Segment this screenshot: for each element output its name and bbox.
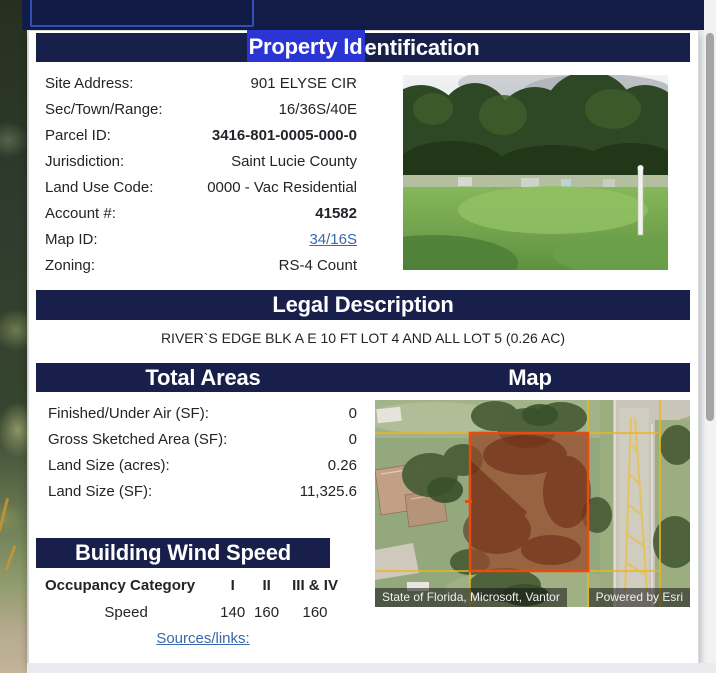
total-areas-fields: Finished/Under Air (SF): 0 Gross Sketche… <box>48 401 357 505</box>
field-value: 0000 - Vac Residential <box>207 179 357 196</box>
field-value: Saint Lucie County <box>231 153 357 170</box>
column-header: I <box>230 577 235 594</box>
header-text: Legal Description <box>272 292 454 317</box>
field-value: 901 ELYSE CIR <box>250 75 357 92</box>
map-title: Map <box>508 364 552 390</box>
total-areas-title: Total Areas <box>145 364 261 390</box>
site-photo <box>403 75 668 270</box>
field-row-land-size-acres: Land Size (acres): 0.26 <box>48 453 357 479</box>
field-label: Land Size (acres): <box>48 457 170 474</box>
field-label: Jurisdiction: <box>45 153 125 170</box>
background-aerial-strip <box>0 0 27 673</box>
field-row-parcel-id: Parcel ID: 3416-801-0005-000-0 <box>45 123 357 149</box>
field-row-map-id: Map ID: 34/16S <box>45 227 357 253</box>
occupancy-category-label: Occupancy Category <box>45 577 196 594</box>
field-value: 0 <box>348 431 357 448</box>
field-row-gross-sketched-area: Gross Sketched Area (SF): 0 <box>48 427 357 453</box>
total-areas-map-header: Total Areas Map <box>36 363 690 392</box>
field-label: Zoning: <box>45 257 96 274</box>
esri-attribution[interactable]: Powered by Esri <box>588 588 690 607</box>
field-label: Site Address: <box>45 75 134 92</box>
search-input[interactable] <box>30 0 254 27</box>
property-identification-fields: Site Address: 901 ELYSE CIR Sec/Town/Ran… <box>45 71 357 279</box>
field-label: Land Size (SF): <box>48 483 153 500</box>
scrollbar-thumb[interactable] <box>706 33 714 421</box>
selected-header-text: Property Id <box>246 29 365 62</box>
field-value: 0.26 <box>327 457 357 474</box>
map-id-link[interactable]: 34/16S <box>309 231 357 248</box>
speed-label: Speed <box>104 604 148 621</box>
field-label: Map ID: <box>45 231 98 248</box>
field-value: 0 <box>348 405 357 422</box>
building-wind-speed-header: Building Wind Speed <box>36 538 330 568</box>
page-background <box>27 663 716 673</box>
field-label: Land Use Code: <box>45 179 154 196</box>
column-header: III & IV <box>292 577 338 594</box>
field-row-zoning: Zoning: RS-4 Count <box>45 253 357 279</box>
wind-speed-table: Occupancy Category I II III & IV Speed 1… <box>36 572 346 626</box>
wind-speed-value-row: Speed 140 160 160 <box>36 599 346 626</box>
sources-links-link[interactable]: Sources/links: <box>156 630 250 647</box>
field-label: Sec/Town/Range: <box>45 101 163 118</box>
field-value: 16/36S/40E <box>278 101 357 118</box>
field-label: Finished/Under Air (SF): <box>48 405 209 422</box>
field-row-finished-under-air: Finished/Under Air (SF): 0 <box>48 401 357 427</box>
scrollbar-track[interactable] <box>704 0 716 673</box>
field-value: 41582 <box>315 205 357 222</box>
field-label: Account #: <box>45 205 116 222</box>
map-attribution: State of Florida, Microsoft, Vantor <box>375 588 567 607</box>
field-row-land-size-sf: Land Size (SF): 11,325.6 <box>48 479 357 505</box>
field-row-jurisdiction: Jurisdiction: Saint Lucie County <box>45 149 357 175</box>
field-label: Gross Sketched Area (SF): <box>48 431 228 448</box>
field-row-land-use-code: Land Use Code: 0000 - Vac Residential <box>45 175 357 201</box>
field-value: RS-4 Count <box>278 257 357 274</box>
header-text: entification <box>364 34 480 60</box>
top-navigation-bar <box>22 0 706 30</box>
legal-description-header: Legal Description <box>36 290 690 320</box>
field-value: 3416-801-0005-000-0 <box>211 127 357 144</box>
legal-description-text: RIVER`S EDGE BLK A E 10 FT LOT 4 AND ALL… <box>160 330 566 346</box>
speed-value: 160 <box>254 604 280 621</box>
column-header: II <box>262 577 271 594</box>
field-row-site-address: Site Address: 901 ELYSE CIR <box>45 71 357 97</box>
wind-speed-header-row: Occupancy Category I II III & IV <box>36 572 346 599</box>
field-row-account-number: Account #: 41582 <box>45 201 357 227</box>
property-identification-header: Property Id entification <box>36 29 690 62</box>
field-row-sec-town-range: Sec/Town/Range: 16/36S/40E <box>45 97 357 123</box>
header-text: Building Wind Speed <box>75 540 291 565</box>
speed-value: 140 <box>220 604 246 621</box>
field-label: Parcel ID: <box>45 127 111 144</box>
field-value: 11,325.6 <box>299 483 357 500</box>
speed-value: 160 <box>302 604 328 621</box>
parcel-aerial-map[interactable]: State of Florida, Microsoft, Vantor Powe… <box>375 400 690 607</box>
